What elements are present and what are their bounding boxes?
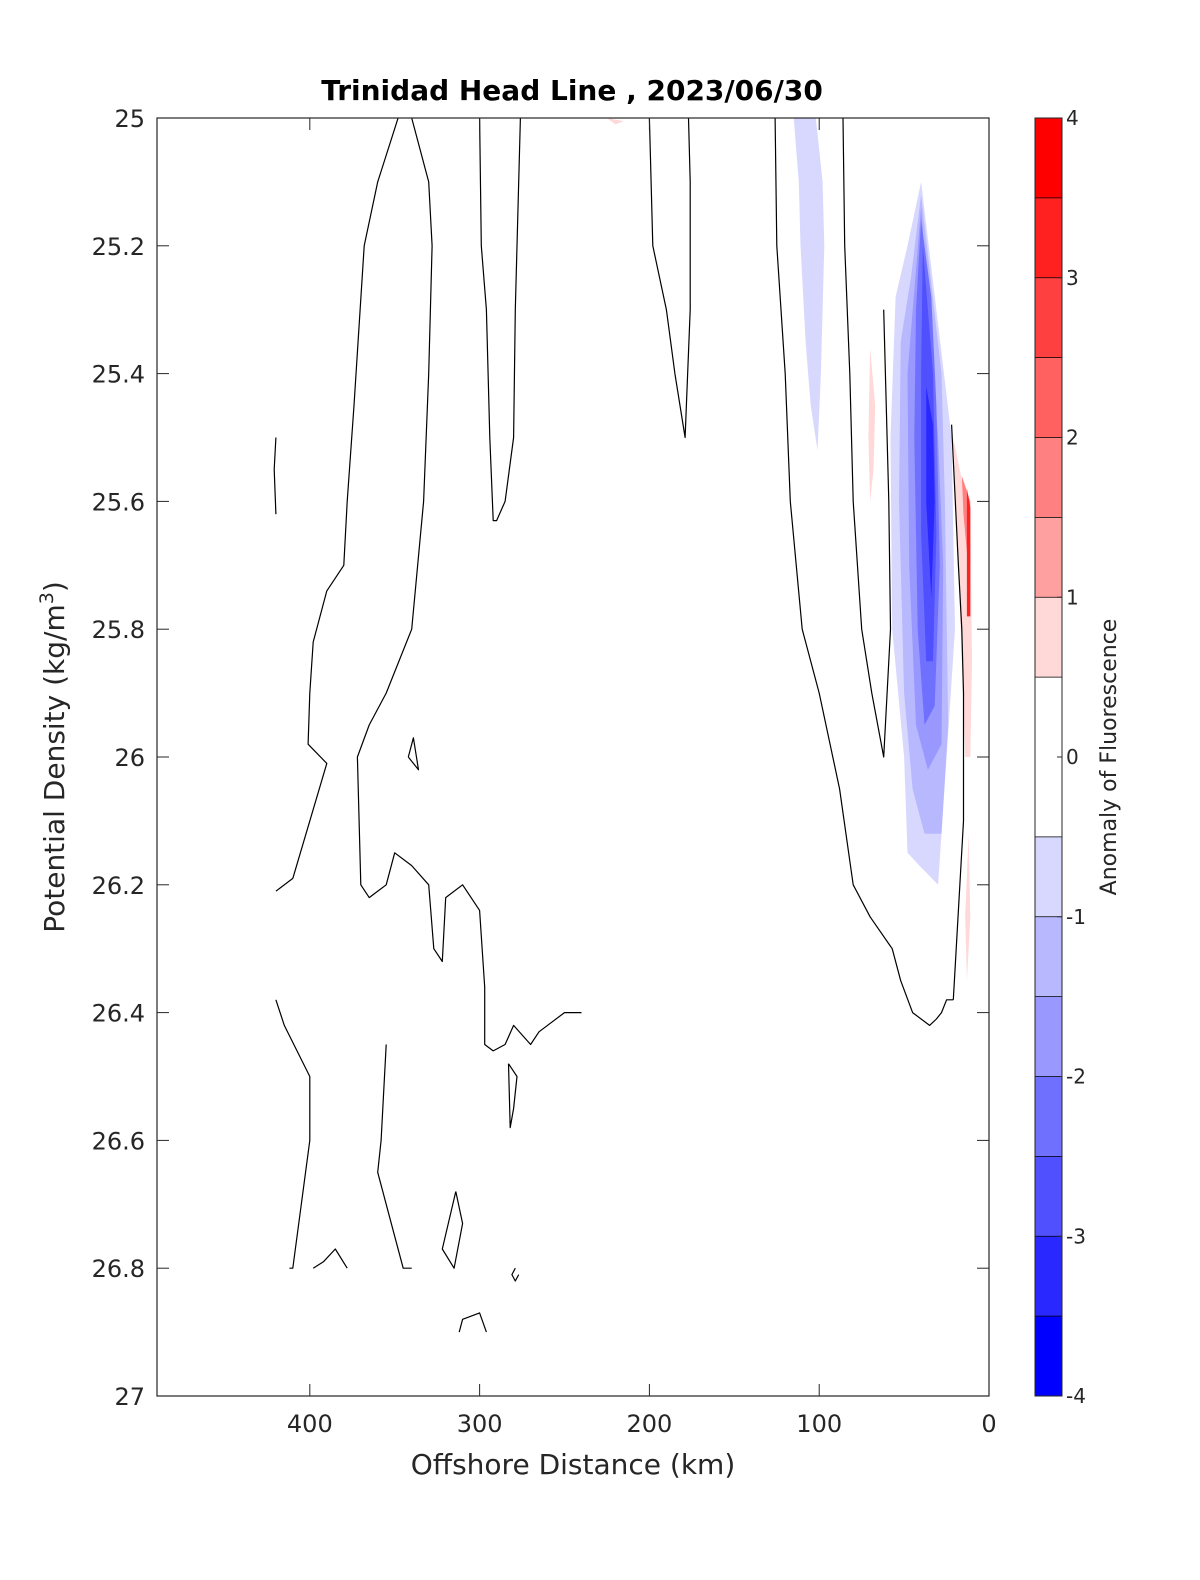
colorbar-label: Anomaly of Fluorescence [1097,619,1122,896]
colorbar-tick-label-0: 4 [1066,106,1079,130]
y-tick-label-10: 27 [114,1383,145,1411]
anomaly-region-11 [965,833,971,981]
contour-line-4 [312,1248,348,1269]
colorbar-band-11 [1035,1076,1062,1157]
anomaly-region-12 [607,118,624,125]
y-tick-label-8: 26.6 [92,1127,145,1155]
colorbar-band-0 [1035,118,1062,198]
colorbar-band-6 [1035,597,1062,678]
colorbar-tick-label-8: -4 [1066,1384,1086,1408]
x-axis-label: Offshore Distance (km) [411,1448,736,1481]
contour-lines [273,118,965,1333]
contour-line-13 [507,1063,518,1129]
contour-line-8 [648,118,691,439]
contour-line-10 [842,118,892,758]
colorbar-tick-label-4: 0 [1066,745,1079,769]
colorbar-band-10 [1035,996,1062,1077]
colorbar-tick-label-7: -3 [1066,1224,1086,1248]
y-tick-label-0: 25 [114,105,145,133]
y-tick-label-3: 25.6 [92,488,145,516]
colorbar-tick-label-2: 2 [1066,426,1079,450]
y-tick-label-5: 26 [114,744,145,772]
colorbar-band-14 [1035,1316,1062,1396]
colorbar-band-12 [1035,1156,1062,1237]
plot-area [156,117,990,1397]
y-tick-label-1: 25.2 [92,233,145,261]
plot-background [157,118,989,1396]
contour-line-3 [377,1044,412,1269]
colorbar-tick-label-6: -2 [1066,1065,1086,1089]
y-tick-label-7: 26.4 [92,1000,145,1028]
y-tick-label-4: 25.8 [92,616,145,644]
y-tick-label-9: 26.8 [92,1255,145,1283]
x-tick-label-3: 100 [796,1410,842,1438]
y-axis: 25 25.2 25.4 25.6 25.8 26 26.2 26.4 26.6 26.8 27 [92,105,989,1411]
colorbar-tick-label-5: -1 [1066,905,1086,929]
contour-line-12 [441,1191,464,1269]
filled-contours [607,118,972,981]
contour-line-7 [479,118,521,522]
anomaly-region-7 [868,348,876,502]
colorbar-band-2 [1035,277,1062,358]
colorbar-band-5 [1035,517,1062,598]
colorbar: 4 3 2 1 0 -1 -2 -3 -4 [1034,106,1086,1408]
contour-line-15 [458,1312,487,1333]
contour-line-9 [774,118,954,1027]
colorbar-tick-label-1: 3 [1066,266,1079,290]
y-axis-label-end: ) [38,581,71,592]
y-axis-label-base: Potential Density (kg/m [38,604,71,933]
x-tick-label-2: 200 [627,1410,673,1438]
x-axis: 400 300 200 100 0 [287,118,997,1438]
anomaly-region-6 [926,386,935,598]
colorbar-tick-label-3: 1 [1066,585,1079,609]
x-tick-label-4: 0 [981,1410,996,1438]
colorbar-band-3 [1035,357,1062,438]
contour-line-0 [275,118,399,892]
colorbar-band-9 [1035,916,1062,997]
chart-title: Trinidad Head Line , 2023/06/30 [321,74,823,107]
contour-line-14 [511,1267,520,1282]
contour-line-6 [407,737,420,771]
colorbar-band-1 [1035,197,1062,278]
colorbar-band-4 [1035,437,1062,518]
y-axis-label-superscript: 3 [36,592,58,604]
contour-line-11 [951,424,965,1000]
y-axis-label: Potential Density (kg/m3) [36,581,71,933]
x-tick-label-1: 300 [457,1410,503,1438]
anomaly-region-10 [966,488,971,617]
x-tick-label-0: 400 [287,1410,333,1438]
contour-line-2 [275,999,311,1269]
anomaly-region-0 [793,118,825,451]
contour-line-1 [356,118,582,1052]
y-tick-label-2: 25.4 [92,361,145,389]
contour-line-5 [273,437,277,515]
colorbar-band-8 [1035,836,1062,917]
y-tick-label-6: 26.2 [92,872,145,900]
colorbar-band-13 [1035,1236,1062,1317]
